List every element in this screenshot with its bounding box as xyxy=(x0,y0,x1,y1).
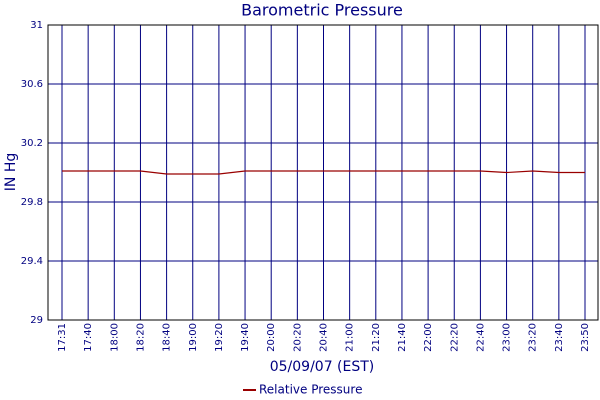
legend-label: Relative Pressure xyxy=(259,383,362,397)
x-tick-label: 23:20 xyxy=(528,323,539,352)
x-tick-label: 18:20 xyxy=(135,323,146,352)
x-tick-label: 18:40 xyxy=(162,323,173,352)
y-tick-label: 29.4 xyxy=(21,256,43,267)
x-tick-label: 21:00 xyxy=(345,323,356,352)
y-tick-label: 29 xyxy=(30,315,43,326)
x-tick-label: 17:40 xyxy=(83,323,94,352)
y-tick-label: 30.2 xyxy=(21,138,43,149)
x-tick-label: 19:40 xyxy=(240,323,251,352)
line xyxy=(62,170,585,175)
x-tick-label: 19:00 xyxy=(188,323,199,352)
x-tick-label: 21:20 xyxy=(371,323,382,352)
x-tick-label: 20:20 xyxy=(292,323,303,352)
y-tick-label: 31 xyxy=(30,20,43,31)
y-tick-label: 29.8 xyxy=(21,197,43,208)
x-tick-label: 23:00 xyxy=(502,323,513,352)
x-tick-label: 18:00 xyxy=(109,323,120,352)
x-tick-label: 19:20 xyxy=(214,323,225,352)
x-tick-label: 17:31 xyxy=(57,323,68,352)
x-tick-label: 22:20 xyxy=(449,323,460,352)
y-tick-label: 30.6 xyxy=(21,79,43,90)
x-tick-label: 22:40 xyxy=(475,323,486,352)
x-tick-label: 22:00 xyxy=(423,323,434,352)
x-tick-label: 20:40 xyxy=(319,323,330,352)
chart-title: Barometric Pressure xyxy=(241,1,403,20)
x-tick-label: 21:40 xyxy=(397,323,408,352)
x-tick-label: 23:40 xyxy=(554,323,565,352)
x-tick-label: 23:50 xyxy=(580,323,591,352)
y-axis-label: IN Hg xyxy=(3,153,19,191)
plot-border xyxy=(47,24,599,321)
x-tick-label: 20:00 xyxy=(266,323,277,352)
x-axis-label: 05/09/07 (EST) xyxy=(270,359,375,375)
